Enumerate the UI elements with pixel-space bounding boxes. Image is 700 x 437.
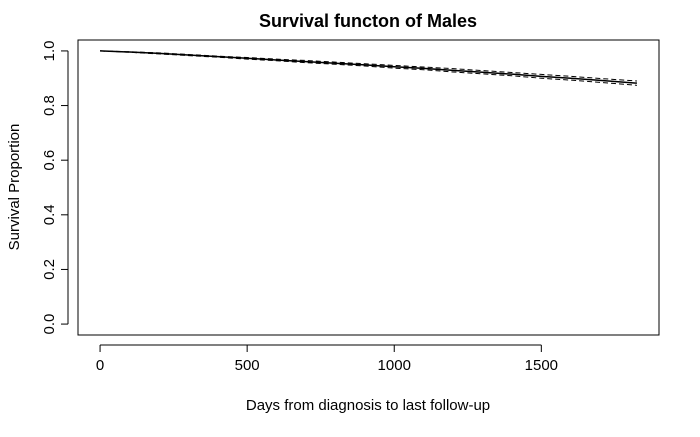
y-tick-label: 1.0	[41, 40, 58, 61]
series-layer	[100, 50, 637, 86]
y-tick-label: 0.4	[41, 204, 58, 225]
x-axis: 0 500 1000 1500	[96, 344, 558, 374]
y-tick-label: 0.6	[41, 150, 58, 171]
survival-curve-line	[100, 50, 637, 84]
x-tick-label: 1500	[525, 357, 558, 374]
x-tick-label: 1000	[378, 357, 411, 374]
confidence-band-line-2	[100, 50, 637, 86]
y-axis-label: Survival Proportion	[6, 124, 23, 251]
y-tick-label: 0.2	[41, 259, 58, 280]
x-axis-label: Days from diagnosis to last follow-up	[246, 397, 490, 414]
plot-frame	[77, 39, 660, 336]
confidence-band-line-1	[100, 50, 637, 82]
y-axis: 0.0 0.2 0.4 0.6 0.8 1.0	[41, 40, 69, 335]
x-tick-label: 500	[235, 357, 260, 374]
y-tick-label: 0.0	[41, 314, 58, 335]
y-tick-label: 0.8	[41, 95, 58, 116]
x-tick-label: 0	[96, 357, 104, 374]
chart-title: Survival functon of Males	[259, 11, 477, 31]
